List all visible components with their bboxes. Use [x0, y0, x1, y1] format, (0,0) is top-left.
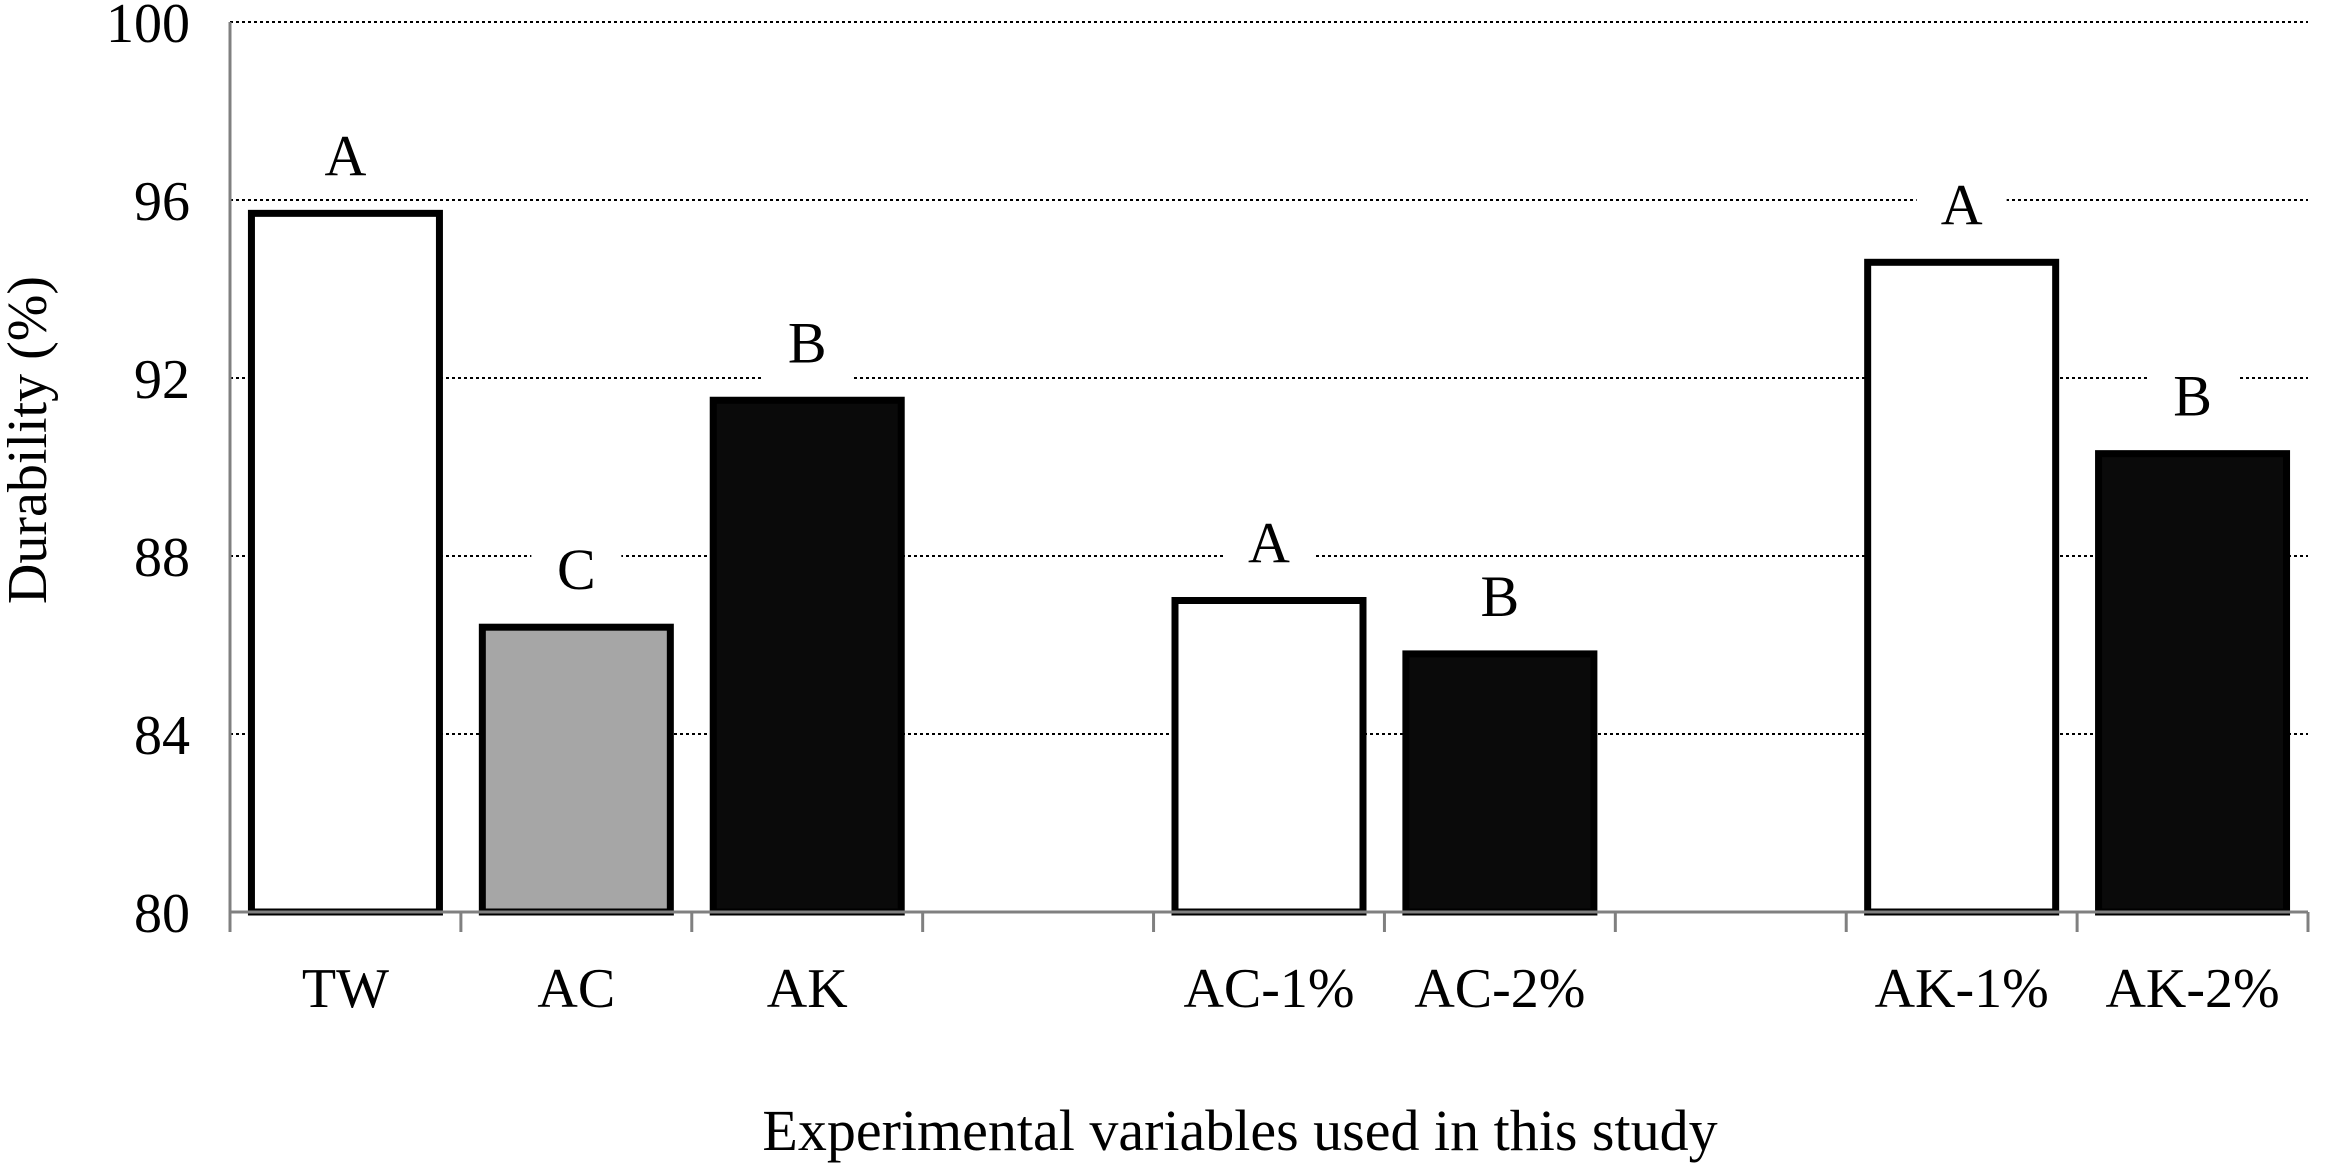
y-axis-label: Durability (%) [0, 276, 59, 604]
y-tick-labels: 80 84 88 92 96 100 [106, 0, 190, 945]
letter-background [2147, 363, 2238, 434]
y-tick-label: 88 [134, 527, 190, 589]
x-tick-label: AK [767, 958, 848, 1020]
significance-letter: A [1941, 172, 1983, 237]
bar [709, 396, 905, 916]
axes [228, 22, 2310, 932]
x-tick-label: AC-1% [1183, 958, 1354, 1020]
significance-letters: A C B A B A B [300, 123, 2238, 634]
bar [1402, 650, 1598, 916]
significance-letter: A [324, 123, 366, 188]
y-tick-label: 100 [106, 0, 190, 55]
y-tick-label: 92 [134, 349, 190, 411]
bar [2095, 450, 2291, 916]
letter-background [300, 123, 391, 194]
significance-letter: B [1481, 564, 1520, 629]
bars [247, 209, 2291, 916]
significance-letter: A [1248, 511, 1290, 576]
y-tick-label: 80 [134, 883, 190, 945]
x-axis-label: Experimental variables used in this stud… [762, 1098, 1717, 1163]
letter-background [1224, 510, 1314, 581]
x-tick-label: AK-2% [2105, 958, 2279, 1020]
letter-background [531, 537, 622, 608]
y-tick-label: 84 [134, 705, 190, 767]
letter-background [1454, 563, 1545, 634]
significance-letter: B [2173, 364, 2212, 429]
letter-background [762, 310, 853, 381]
x-tick-label: AC [537, 958, 615, 1020]
significance-letter: C [557, 537, 596, 602]
y-tick-label: 96 [134, 171, 190, 233]
bar [478, 623, 674, 916]
bar [247, 209, 443, 916]
bar [1171, 597, 1367, 916]
bar [1864, 258, 2060, 916]
x-tick-label: TW [302, 958, 389, 1020]
significance-letter: B [788, 310, 827, 375]
x-tick-labels: TW AC AK AC-1% AC-2% AK-1% AK-2% [302, 958, 2280, 1020]
letter-background [1916, 172, 2007, 243]
x-tick-label: AC-2% [1414, 958, 1585, 1020]
x-tick-label: AK-1% [1875, 958, 2049, 1020]
